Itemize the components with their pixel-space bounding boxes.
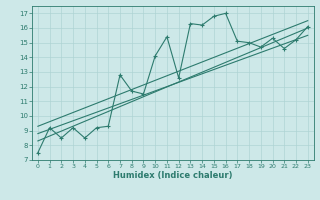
X-axis label: Humidex (Indice chaleur): Humidex (Indice chaleur) bbox=[113, 171, 233, 180]
